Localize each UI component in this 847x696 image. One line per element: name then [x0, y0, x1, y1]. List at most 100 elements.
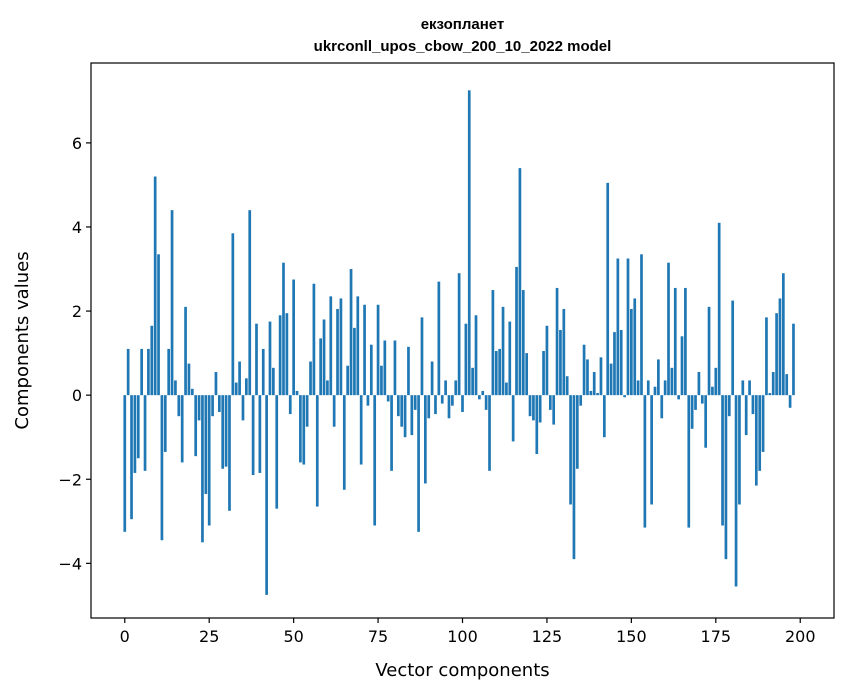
- bar-component-171: [700, 395, 704, 404]
- bar-component-197: [788, 395, 792, 408]
- bar-component-85: [410, 395, 414, 436]
- bar-component-192: [771, 372, 775, 396]
- bar-component-113: [505, 382, 508, 396]
- bar-component-131: [565, 376, 569, 396]
- bar-component-15: [174, 380, 177, 396]
- bar-component-25: [207, 395, 211, 526]
- bar-component-137: [586, 359, 589, 396]
- bar-component-67: [349, 269, 353, 396]
- bar-component-187: [754, 395, 758, 486]
- bar-component-151: [633, 298, 637, 396]
- bar-component-38: [251, 395, 255, 476]
- bar-component-148: [623, 395, 626, 398]
- bar-component-66: [346, 365, 350, 396]
- bar-component-96: [447, 395, 451, 419]
- bar-component-196: [785, 374, 789, 396]
- bar-component-124: [542, 351, 545, 396]
- bar-component-31: [228, 395, 231, 511]
- bar-component-10: [157, 254, 160, 396]
- bar-component-49: [288, 395, 292, 415]
- bar-component-29: [221, 395, 225, 469]
- bar-component-160: [663, 380, 667, 396]
- bar-component-168: [690, 395, 694, 429]
- bar-component-24: [204, 395, 208, 494]
- bar-component-99: [457, 273, 461, 396]
- bar-component-83: [403, 395, 407, 438]
- bar-component-139: [592, 372, 596, 396]
- bar-component-12: [163, 395, 167, 452]
- bar-component-5: [140, 348, 144, 396]
- bar-component-108: [488, 395, 491, 471]
- bar-component-174: [711, 386, 714, 396]
- bar-component-26: [211, 395, 214, 417]
- bar-component-136: [582, 344, 586, 396]
- bar-component-177: [721, 395, 724, 526]
- bar-component-194: [778, 298, 782, 396]
- bar-component-39: [255, 323, 258, 396]
- bar-component-147: [619, 329, 623, 396]
- bar-component-132: [569, 395, 572, 505]
- y-tick-label: 0: [72, 386, 82, 405]
- bar-component-51: [295, 390, 299, 396]
- bar-component-163: [673, 287, 677, 396]
- bar-component-11: [160, 395, 164, 541]
- bar-component-86: [413, 395, 417, 410]
- bar-component-21: [194, 395, 198, 457]
- bar-component-176: [717, 222, 721, 396]
- bar-component-112: [501, 306, 505, 396]
- bar-component-88: [420, 317, 424, 396]
- bar-component-126: [548, 395, 552, 410]
- bar-component-97: [451, 395, 454, 406]
- y-tick-label: 6: [72, 134, 82, 153]
- bar-component-117: [518, 168, 522, 396]
- bar-component-64: [339, 298, 343, 396]
- bar-component-181: [734, 395, 738, 587]
- bar-component-27: [214, 372, 218, 396]
- bar-component-142: [602, 395, 606, 438]
- bar-component-198: [792, 323, 795, 396]
- bar-component-111: [498, 348, 501, 396]
- bar-component-46: [278, 315, 282, 396]
- bar-component-48: [285, 313, 289, 396]
- bar-component-3: [133, 395, 137, 473]
- x-tick-label: 50: [283, 627, 303, 646]
- bar-component-57: [315, 395, 319, 507]
- bar-component-135: [579, 395, 583, 406]
- bar-component-20: [190, 388, 194, 396]
- bar-component-125: [545, 325, 549, 396]
- bar-component-105: [478, 395, 481, 400]
- bar-component-122: [535, 395, 539, 455]
- bar-component-165: [680, 336, 684, 396]
- bar-component-195: [781, 273, 785, 396]
- bar-component-76: [380, 365, 383, 396]
- bar-component-56: [312, 283, 316, 396]
- bar-component-140: [596, 393, 599, 396]
- bar-component-54: [305, 395, 309, 427]
- x-tick-label: 125: [532, 627, 563, 646]
- bar-component-77: [383, 340, 387, 396]
- bar-component-188: [758, 395, 762, 471]
- bar-component-158: [657, 359, 660, 396]
- bar-component-40: [258, 395, 262, 473]
- bar-component-73: [369, 344, 373, 396]
- bar-component-89: [424, 395, 427, 484]
- bar-component-34: [238, 361, 241, 396]
- bar-component-153: [640, 254, 643, 396]
- x-tick-label: 75: [368, 627, 388, 646]
- bar-component-84: [407, 346, 410, 396]
- bar-component-93: [437, 281, 441, 396]
- bar-component-68: [353, 327, 356, 396]
- bar-component-28: [217, 395, 221, 412]
- bar-component-130: [562, 308, 566, 396]
- bar-component-65: [342, 395, 346, 490]
- bar-component-62: [332, 395, 336, 427]
- bar-component-71: [363, 304, 366, 396]
- bar-component-74: [373, 395, 377, 526]
- bar-component-173: [707, 306, 711, 396]
- bar-component-1: [126, 348, 130, 396]
- bar-component-138: [589, 390, 593, 396]
- y-tick-label: 4: [72, 218, 82, 237]
- bar-component-94: [440, 395, 444, 404]
- bar-component-106: [481, 390, 485, 396]
- bar-component-146: [616, 258, 620, 396]
